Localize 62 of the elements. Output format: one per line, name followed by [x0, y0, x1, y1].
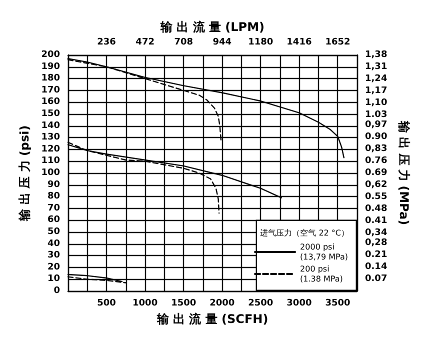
y-tick-label: 20: [47, 262, 60, 272]
y-tick-label: 180: [41, 74, 60, 84]
y2-tick-label: 1,24: [365, 74, 388, 84]
x-tick-label: 1000: [132, 298, 158, 308]
y-tick-label: 130: [41, 132, 60, 143]
y-tick-label: 100: [41, 168, 60, 178]
y-tick-label: 120: [41, 144, 60, 154]
text: 2000 psi (13,79 MPa): [300, 242, 348, 262]
y-tick-label: 160: [41, 97, 60, 108]
y2-tick-label: 0.48: [365, 204, 388, 214]
x2-tick-label: 944: [212, 38, 232, 48]
x2-axis-title: 输 出 流 量 (LPM): [159, 20, 265, 34]
x-axis-title: 输 出 流 量 (SCFH): [156, 312, 268, 326]
y-tick-label: 60: [47, 215, 60, 226]
y2-tick-label: 1.03: [365, 110, 388, 120]
x-tick-label: 2500: [248, 298, 274, 308]
x2-tick-label: 1652: [325, 38, 350, 48]
y2-tick-label: 1,31: [365, 62, 388, 72]
y-tick-label: 110: [41, 156, 60, 166]
y-tick-label: 10: [47, 274, 60, 284]
y2-tick-label: 1,38: [365, 50, 388, 60]
y2-tick-label: 0,97: [365, 120, 388, 130]
y2-tick-label: 0,83: [365, 144, 388, 154]
y-axis-title: 输 出 压 力 (psi): [17, 125, 32, 222]
y-tick-label: 50: [47, 227, 60, 237]
text: 200 psi (1.38 MPa): [300, 264, 343, 284]
y-tick-label: 0: [54, 286, 60, 296]
y-tick-label: 80: [47, 192, 60, 202]
legend-title: 进气压力（空气 22 °C）: [260, 228, 350, 238]
y-tick-label: 140: [41, 120, 60, 131]
y2-tick-label: 0.14: [365, 262, 388, 272]
y2-tick-label: 0.21: [365, 250, 388, 260]
x2-tick-label: 236: [97, 38, 116, 48]
x2-tick-label: 1180: [248, 38, 274, 48]
y-tick-label: 40: [47, 238, 60, 249]
y2-tick-label: 0,28: [365, 238, 388, 248]
y2-tick-label: 0.07: [365, 274, 388, 284]
y-tick-label: 190: [41, 62, 60, 72]
y2-tick-label: 0.90: [365, 132, 388, 142]
x2-tick-label: 472: [136, 38, 154, 48]
y-tick-label: 200: [41, 50, 60, 60]
x-tick-label: 1500: [171, 298, 196, 308]
y-tick-label: 90: [47, 180, 60, 190]
y-tick-label: 150: [41, 109, 60, 119]
y2-tick-label: 1,17: [365, 86, 388, 96]
y2-tick-label: 1,10: [365, 98, 388, 108]
x2-tick-label: 1416: [286, 38, 312, 48]
y-tick-label: 30: [47, 250, 60, 261]
y2-tick-label: 0.55: [365, 192, 388, 202]
y2-axis-title: 输 出 压 力 (MPa): [397, 120, 412, 226]
x-tick-label: 3500: [325, 298, 350, 308]
y2-tick-label: 0,34: [365, 228, 388, 238]
y2-tick-label: 0.69: [365, 168, 388, 178]
y2-tick-label: 0.76: [365, 156, 388, 166]
y2-tick-label: 0,62: [365, 180, 388, 190]
y-tick-label: 170: [41, 85, 60, 96]
x-tick-label: 3000: [286, 298, 312, 308]
x-tick-label: 2000: [210, 298, 235, 308]
y-tick-label: 70: [47, 203, 60, 214]
x2-tick-label: 708: [174, 38, 193, 48]
x-tick-label: 500: [97, 298, 116, 308]
y2-tick-label: 0.41: [365, 216, 388, 226]
